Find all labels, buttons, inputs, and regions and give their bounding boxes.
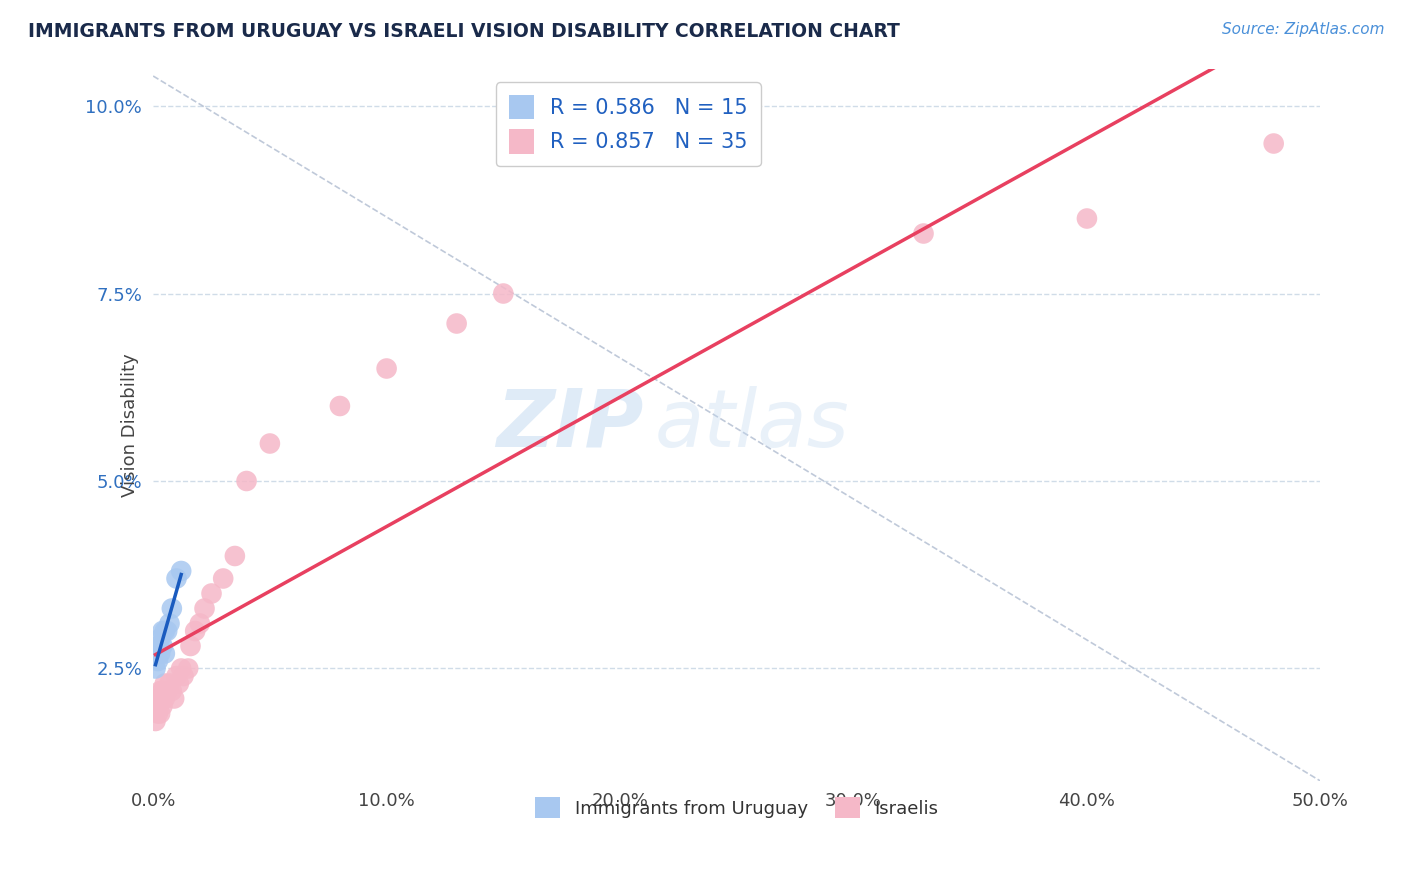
Point (173, 669, 195, 683)
Text: ZIP: ZIP (496, 385, 644, 464)
Point (163, 691, 186, 706)
Point (184, 624, 207, 638)
Text: atlas: atlas (655, 385, 849, 464)
Point (1263, 136, 1285, 151)
Point (153, 691, 176, 706)
Point (153, 624, 176, 638)
Point (159, 616, 181, 631)
Point (149, 706, 172, 721)
Point (152, 624, 174, 638)
Point (160, 601, 183, 615)
Point (912, 227, 935, 241)
Point (145, 647, 167, 661)
Y-axis label: Vision Disability: Vision Disability (121, 353, 139, 497)
Point (146, 639, 169, 653)
Point (149, 684, 172, 698)
Point (446, 317, 468, 331)
Point (170, 564, 193, 578)
Point (212, 572, 235, 586)
Point (156, 624, 179, 638)
Point (152, 639, 174, 653)
Point (259, 436, 281, 450)
Point (145, 714, 167, 728)
Point (149, 647, 172, 661)
Point (160, 684, 183, 698)
Legend: Immigrants from Uruguay, Israelis: Immigrants from Uruguay, Israelis (527, 790, 946, 825)
Point (1076, 211, 1098, 226)
Text: Source: ZipAtlas.com: Source: ZipAtlas.com (1222, 22, 1385, 37)
Point (152, 684, 174, 698)
Point (179, 639, 201, 653)
Point (153, 647, 176, 661)
Text: IMMIGRANTS FROM URUGUAY VS ISRAELI VISION DISABILITY CORRELATION CHART: IMMIGRANTS FROM URUGUAY VS ISRAELI VISIO… (28, 22, 900, 41)
Point (146, 691, 169, 706)
Point (200, 586, 222, 600)
Point (159, 676, 181, 690)
Point (156, 684, 179, 698)
Point (235, 474, 257, 488)
Point (145, 661, 167, 675)
Point (145, 698, 167, 713)
Point (153, 676, 176, 690)
Point (167, 676, 190, 690)
Point (152, 698, 174, 713)
Point (146, 654, 169, 668)
Point (177, 661, 200, 675)
Point (224, 549, 246, 563)
Point (146, 706, 169, 721)
Point (170, 661, 193, 675)
Point (492, 286, 515, 301)
Point (149, 632, 172, 646)
Point (375, 361, 398, 376)
Point (193, 601, 215, 615)
Point (329, 399, 352, 413)
Point (166, 669, 188, 683)
Point (166, 572, 188, 586)
Point (188, 616, 211, 631)
